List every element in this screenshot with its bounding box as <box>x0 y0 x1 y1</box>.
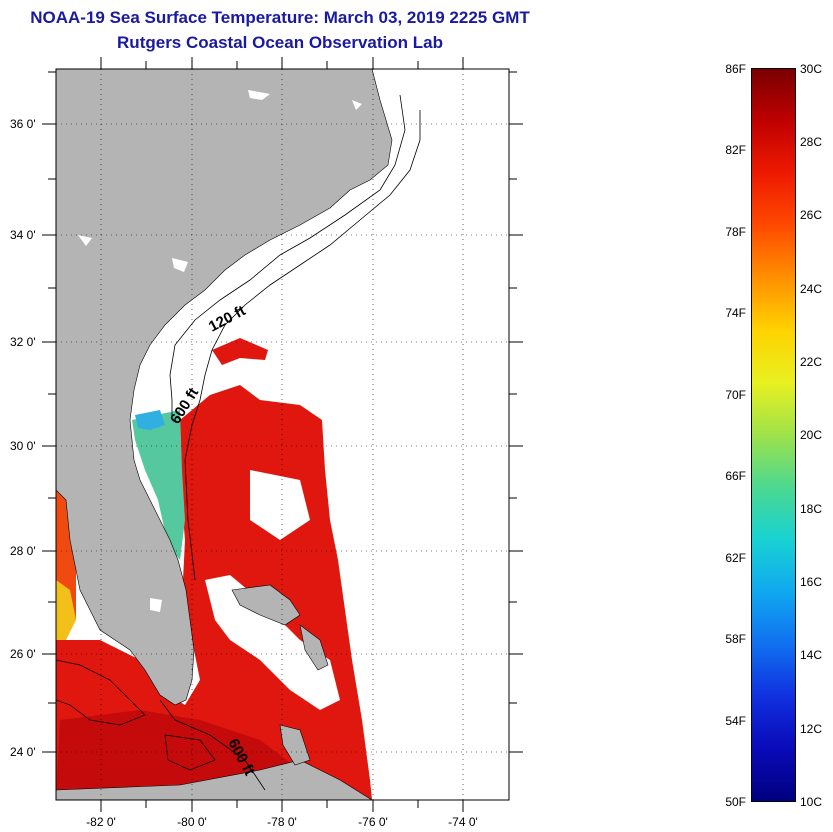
colorbar-c-label: 14C <box>800 648 823 662</box>
colorbar-c-label: 24C <box>800 282 823 296</box>
colorbar-c-label: 16C <box>800 575 823 589</box>
colorbar-f-label: 86F <box>725 62 746 76</box>
colorbar-f-label: 54F <box>725 714 746 728</box>
colorbar-f-label: 66F <box>725 469 746 483</box>
lake <box>150 598 162 612</box>
temperature-colorbar <box>751 68 796 802</box>
colorbar-c-label: 12C <box>800 722 823 736</box>
sst-cool-inner <box>135 410 165 430</box>
map-subtitle: Rutgers Coastal Ocean Observation Lab <box>117 33 443 52</box>
land-bahamas <box>231 584 301 626</box>
lake <box>172 258 188 272</box>
lat-label: 28 0' <box>10 544 36 558</box>
contour-gulf <box>56 659 146 726</box>
land-bahamas <box>299 624 329 671</box>
lon-label: -76 0' <box>358 815 388 829</box>
colorbar-f-label: 70F <box>725 388 746 402</box>
cloud-gap <box>205 575 340 710</box>
land-mainland <box>56 69 393 706</box>
colorbar-f-label: 58F <box>725 632 746 646</box>
sst-shelf-red <box>212 338 268 365</box>
lake <box>248 90 270 100</box>
lon-label: -78 0' <box>267 815 297 829</box>
colorbar-c-label: 20C <box>800 428 823 442</box>
colorbar-c-label: 18C <box>800 502 823 516</box>
axis-minor-ticks <box>48 61 517 808</box>
lon-label: -80 0' <box>177 815 207 829</box>
colorbar-f-label: 82F <box>725 143 746 157</box>
colorbar-f-label: 74F <box>725 306 746 320</box>
contour-120ft <box>169 94 406 420</box>
colorbar-f-label: 62F <box>725 551 746 565</box>
lon-label: -74 0' <box>448 815 478 829</box>
lat-label: 36 0' <box>10 117 36 131</box>
sst-gulf-yellow <box>56 580 76 640</box>
lat-label: 34 0' <box>10 228 36 242</box>
sst-cool-shelf <box>132 410 185 560</box>
land-cuba <box>56 759 373 800</box>
colorbar-c-label: 10C <box>800 795 823 809</box>
lake <box>78 235 92 246</box>
grid-lines <box>56 69 509 800</box>
lat-label: 24 0' <box>10 745 36 759</box>
colorbar-c-label: 26C <box>800 208 823 222</box>
lake <box>352 100 362 110</box>
cloud-gap <box>250 470 310 540</box>
map-title: NOAA-19 Sea Surface Temperature: March 0… <box>30 8 530 27</box>
lat-label: 32 0' <box>10 335 36 349</box>
land-cuba-north <box>279 724 311 766</box>
contour-gulf-inner <box>164 734 216 771</box>
axis-ticks <box>42 57 523 812</box>
lat-label: 26 0' <box>10 647 36 661</box>
colorbar-c-label: 28C <box>800 135 823 149</box>
lat-label: 30 0' <box>10 439 36 453</box>
contour-600ft <box>159 699 266 791</box>
colorbar-f-label: 50F <box>725 795 746 809</box>
colorbar-c-label: 30C <box>800 62 823 76</box>
colorbar-c-label: 22C <box>800 355 823 369</box>
lon-label: -82 0' <box>86 815 116 829</box>
contour-600ft <box>184 110 421 581</box>
colorbar-f-label: 78F <box>725 225 746 239</box>
